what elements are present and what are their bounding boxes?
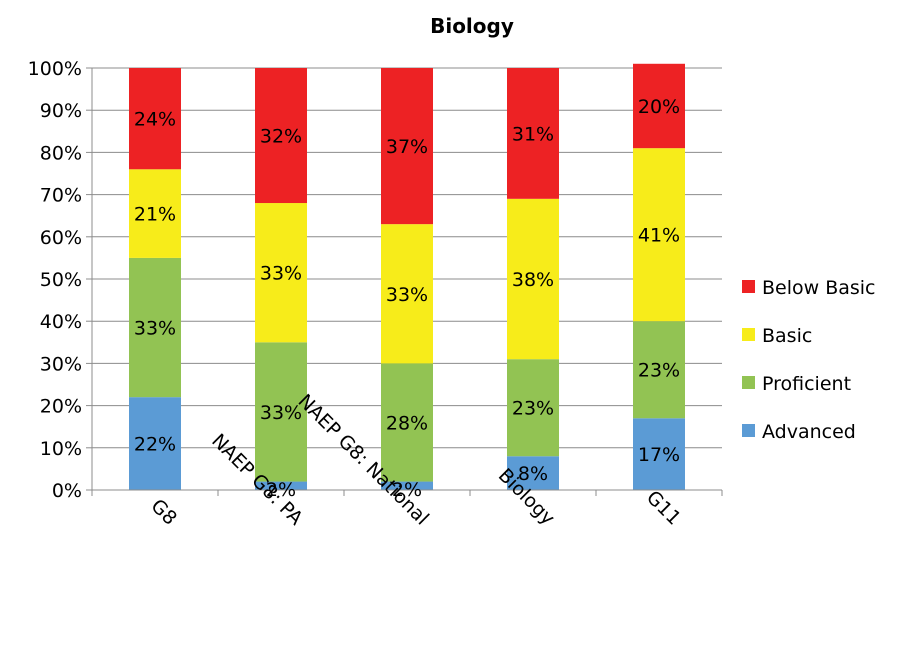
legend-swatch	[742, 328, 755, 341]
y-tick-label: 0%	[52, 480, 82, 502]
data-label: 21%	[134, 204, 176, 226]
data-label: 23%	[638, 360, 680, 382]
data-label: 17%	[638, 444, 680, 466]
y-tick-label: 40%	[40, 311, 82, 333]
y-tick-label: 70%	[40, 185, 82, 207]
y-tick-label: 60%	[40, 227, 82, 249]
bar-segment	[255, 342, 307, 482]
bar-segment	[633, 321, 685, 419]
data-label: 33%	[134, 318, 176, 340]
data-label: 2%	[266, 479, 296, 501]
bar-segment	[507, 359, 559, 457]
y-axis-ticks: 0% 10% 20% 30% 40% 50% 60% 70% 80% 90% 100%	[28, 58, 92, 502]
legend-swatch	[742, 280, 755, 293]
data-label: 2%	[392, 479, 422, 501]
data-label: 28%	[386, 412, 428, 434]
legend-swatch	[742, 424, 755, 437]
bar-segment	[381, 363, 433, 482]
bar-segment	[381, 481, 433, 490]
bar-segment	[507, 456, 559, 490]
bars	[129, 63, 685, 490]
legend-label: Proficient	[762, 373, 851, 395]
data-label: 20%	[638, 96, 680, 118]
bar-segment	[633, 63, 685, 149]
y-tick-label: 80%	[40, 142, 82, 164]
y-tick-label: 20%	[40, 396, 82, 418]
bar-segment	[129, 397, 181, 490]
legend: Below Basic Basic Proficient Advanced	[742, 277, 876, 443]
bar-segment	[255, 481, 307, 490]
data-labels: 22% 33% 21% 24% 2% 33% 33% 32% 2% 28% 33% 37% 8% 23% 3…	[134, 96, 680, 501]
data-label: 38%	[512, 269, 554, 291]
x-tick-label: G11	[642, 486, 685, 529]
bar-segment	[129, 68, 181, 170]
bar-segment	[255, 203, 307, 343]
data-label: 32%	[260, 126, 302, 148]
legend-label: Basic	[762, 325, 812, 347]
y-tick-label: 50%	[40, 269, 82, 291]
x-tick-label: G8	[147, 495, 182, 530]
data-label: 23%	[512, 398, 554, 420]
data-label: 33%	[260, 263, 302, 285]
bar-segment	[633, 148, 685, 322]
legend-label: Below Basic	[762, 277, 876, 299]
y-tick-label: 30%	[40, 353, 82, 375]
data-label: 33%	[260, 402, 302, 424]
data-label: 24%	[134, 109, 176, 131]
y-tick-label: 90%	[40, 100, 82, 122]
y-tick-label: 10%	[40, 438, 82, 460]
legend-label: Advanced	[762, 421, 856, 443]
data-label: 37%	[386, 136, 428, 158]
data-label: 22%	[134, 434, 176, 456]
bar-segment	[633, 418, 685, 490]
data-label: 31%	[512, 123, 554, 145]
bar-segment	[507, 68, 559, 199]
bar-segment	[255, 68, 307, 204]
legend-swatch	[742, 376, 755, 389]
bar-segment	[381, 68, 433, 225]
bar-segment	[129, 169, 181, 258]
data-label: 8%	[518, 463, 548, 485]
data-label: 41%	[638, 225, 680, 247]
data-label: 33%	[386, 284, 428, 306]
bar-segment	[507, 198, 559, 360]
chart-title: Biology	[430, 14, 514, 38]
y-tick-label: 100%	[28, 58, 82, 80]
bar-segment	[381, 224, 433, 364]
bar-segment	[129, 257, 181, 398]
